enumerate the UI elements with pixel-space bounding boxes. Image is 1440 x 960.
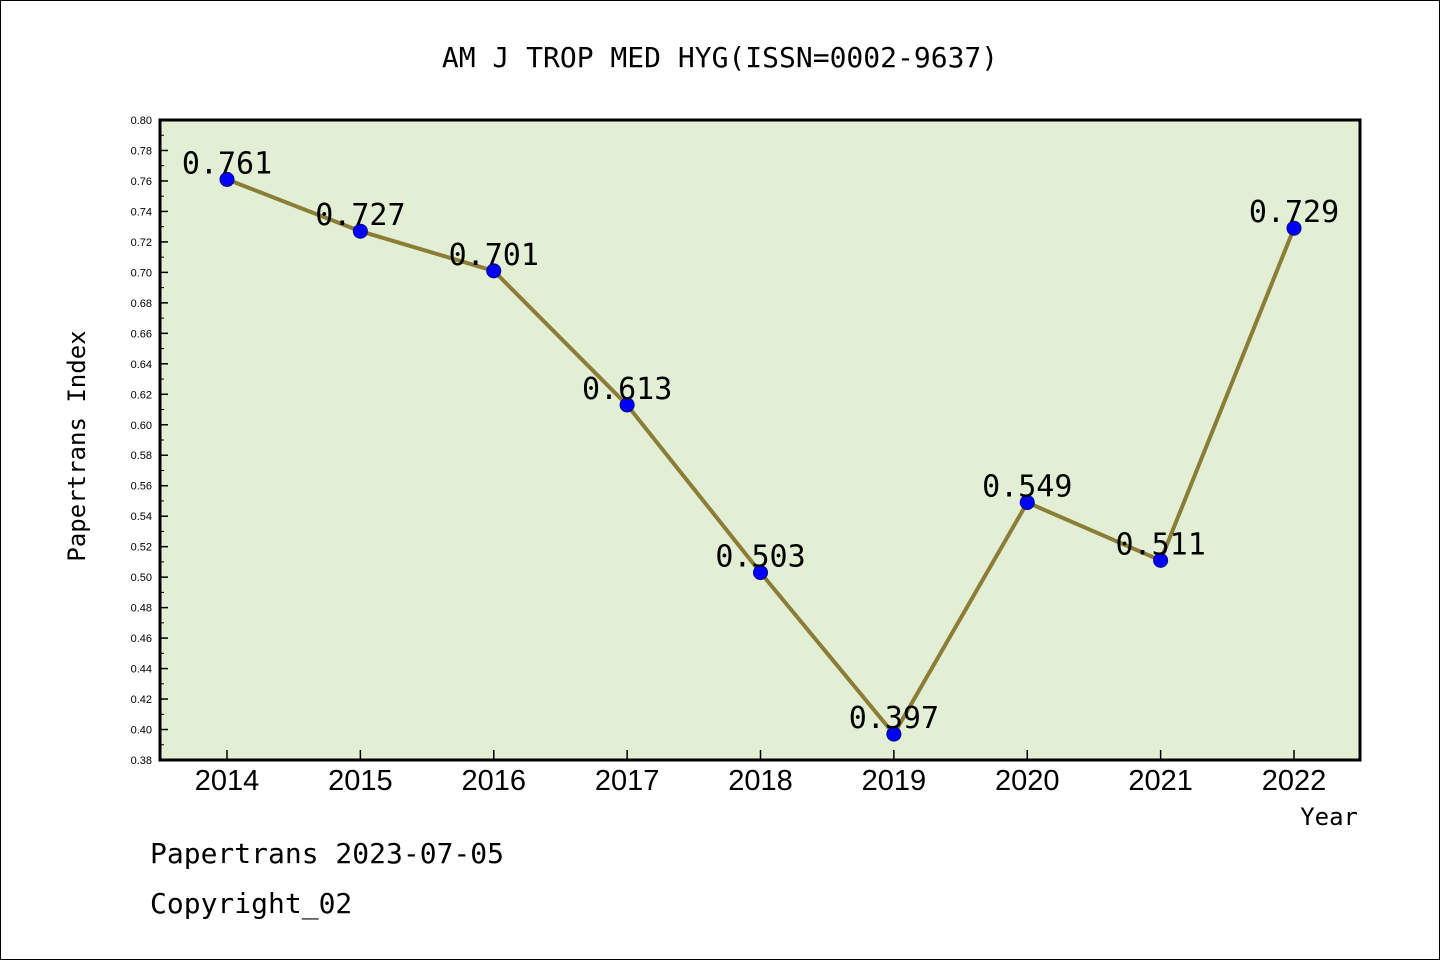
x-axis: 2014 2015 2016 2017 2018 2019 2020 2021 2022 (195, 750, 1327, 797)
y-tick-label: 0.72 (131, 237, 152, 249)
y-tick-label: 0.62 (131, 389, 152, 401)
data-point (486, 263, 502, 279)
x-tick-label: 2017 (595, 765, 660, 797)
y-tick-label: 0.68 (131, 298, 152, 310)
y-tick-label: 0.70 (131, 267, 152, 279)
data-label: 0.511 (1115, 527, 1205, 562)
y-tick-label: 0.42 (131, 694, 152, 706)
x-tick-label: 2020 (995, 765, 1060, 797)
data-point (1153, 552, 1169, 568)
footer-date: Papertrans 2023-07-05 (150, 837, 504, 870)
y-tick-label: 0.78 (131, 145, 152, 157)
data-label: 0.613 (582, 372, 672, 407)
x-tick-label: 2021 (1128, 765, 1193, 797)
data-label: 0.397 (849, 701, 939, 736)
x-tick-label: 2022 (1262, 765, 1327, 797)
data-point (219, 171, 235, 187)
data-point (753, 565, 768, 581)
y-tick-label: 0.60 (131, 420, 152, 432)
y-tick-label: 0.38 (131, 755, 152, 767)
data-point (1286, 220, 1302, 236)
y-tick-label: 0.46 (131, 633, 152, 645)
x-tick-label: 2018 (728, 765, 793, 797)
data-label: 0.761 (182, 146, 272, 181)
series-markers (219, 171, 1302, 742)
y-tick-label: 0.50 (131, 572, 152, 584)
y-tick-label: 0.40 (131, 725, 152, 737)
data-label: 0.503 (715, 540, 805, 575)
data-label: 0.729 (1249, 195, 1339, 230)
data-point (886, 726, 902, 742)
x-axis-label: Year (1300, 803, 1358, 831)
y-tick-label: 0.48 (131, 603, 152, 615)
y-axis-label: Papertrans Index (63, 330, 91, 561)
y-tick-label: 0.80 (131, 115, 152, 127)
x-tick-label: 2019 (862, 765, 927, 797)
y-tick-label: 0.52 (131, 542, 152, 554)
data-point (1019, 494, 1035, 510)
chart-title: AM J TROP MED HYG(ISSN=0002-9637) (442, 41, 998, 74)
data-point (619, 397, 635, 413)
x-tick-label: 2014 (195, 765, 260, 797)
data-label: 0.727 (315, 198, 405, 233)
x-tick-label: 2016 (461, 765, 526, 797)
plot-border (158, 118, 1362, 762)
data-label: 0.549 (982, 469, 1072, 504)
y-axis: 0.38 0.40 0.42 0.44 0.46 0.48 0.50 0.52 0.54 0.56… (131, 115, 168, 767)
data-point (352, 223, 368, 239)
y-tick-label: 0.58 (131, 450, 152, 462)
y-tick-label: 0.64 (131, 359, 152, 371)
y-tick-label: 0.66 (131, 328, 152, 340)
y-tick-label: 0.56 (131, 481, 152, 493)
data-label: 0.701 (449, 238, 539, 273)
footer-copyright: Copyright_02 (150, 887, 352, 921)
data-labels: 0.761 0.727 0.701 0.613 0.503 0.397 0.549 0.511… (182, 146, 1339, 736)
y-tick-label: 0.76 (131, 176, 152, 188)
y-tick-label: 0.74 (131, 206, 152, 218)
y-tick-label: 0.54 (131, 511, 152, 523)
x-tick-label: 2015 (328, 765, 393, 797)
y-tick-label: 0.44 (131, 664, 152, 676)
